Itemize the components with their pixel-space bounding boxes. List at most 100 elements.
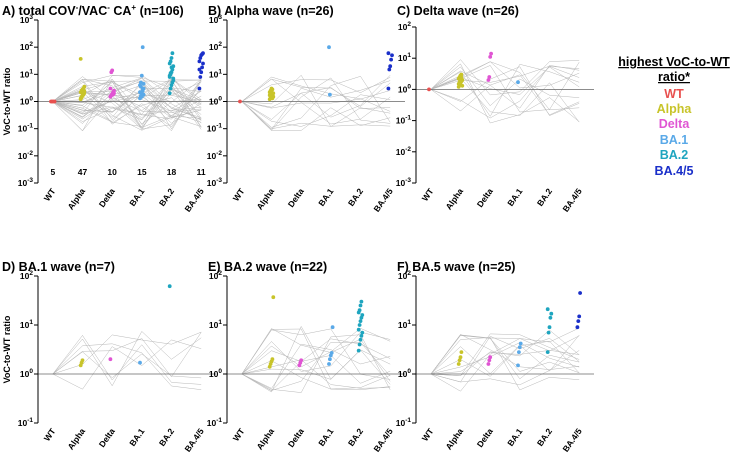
y-axis-label: VoC-to-WT ratio (2, 315, 12, 383)
y-tick-label: 101 (398, 319, 411, 330)
x-tick-label: BA.2 (346, 426, 365, 448)
subject-line (241, 75, 391, 120)
subject-line (430, 350, 580, 375)
subject-line (52, 81, 202, 118)
y-tick-label: 101 (20, 68, 33, 79)
data-point (139, 94, 144, 99)
data-point (168, 71, 173, 76)
data-point (548, 315, 553, 320)
data-point (516, 80, 520, 85)
subject-line (241, 359, 391, 389)
count-label: 11 (197, 167, 206, 177)
data-point (547, 325, 552, 330)
x-tick-label: WT (42, 186, 58, 203)
subject-line (52, 83, 202, 123)
subject-line (241, 349, 391, 385)
panel-title: E) BA.2 wave (n=22) (208, 260, 327, 274)
panel-title: D) BA.1 wave (n=7) (2, 260, 115, 274)
y-tick-label: 100 (398, 83, 411, 94)
data-point (271, 94, 276, 99)
subject-line (52, 90, 202, 120)
y-tick-label: 101 (209, 68, 222, 79)
subject-line (241, 328, 391, 375)
y-tick-label: 103 (209, 14, 222, 25)
data-point (459, 75, 464, 80)
subject-line (52, 87, 202, 127)
chart-panel-5: E) BA.2 wave (n=22)102 101 100 10-1 WT Alpha D… (207, 260, 405, 454)
subject-line (52, 87, 202, 129)
x-tick-label: Alpha (65, 186, 87, 211)
y-tick-label: 10-1 (207, 123, 223, 134)
subject-line (52, 351, 202, 379)
data-point (517, 345, 522, 350)
y-tick-label: 10-3 (207, 177, 223, 188)
x-tick-label: BA.1 (505, 426, 524, 448)
subject-line (241, 76, 391, 112)
data-point (141, 81, 146, 86)
panel-title: F) BA.5 wave (n=25) (397, 260, 515, 274)
y-tick-label: 101 (209, 319, 222, 330)
legend-item-ba2: BA.2 (660, 148, 689, 162)
data-point (360, 313, 365, 317)
data-point (197, 67, 202, 72)
y-tick-label: 10-1 (396, 417, 412, 428)
x-tick-label: Delta (286, 186, 306, 209)
subject-line (241, 90, 391, 109)
y-tick-label: 10-1 (207, 417, 223, 428)
y-tick-label: 10-2 (207, 150, 223, 161)
data-point (201, 61, 205, 66)
y-tick-label: 102 (20, 41, 33, 52)
x-tick-label: Delta (97, 186, 117, 209)
subject-line (241, 78, 391, 107)
x-tick-label: BA.1 (505, 186, 524, 208)
count-label: 10 (107, 167, 117, 177)
data-point (299, 358, 304, 363)
data-point (427, 87, 431, 92)
data-point (358, 319, 363, 323)
x-tick-label: Alpha (254, 186, 276, 211)
subject-line (52, 88, 202, 130)
legend-item-ba1: BA.1 (660, 133, 689, 147)
subject-line (430, 334, 580, 380)
data-point (460, 83, 465, 88)
data-point (82, 84, 87, 89)
data-point (108, 357, 113, 362)
data-point (200, 65, 205, 70)
x-tick-label: BA.2 (346, 186, 365, 208)
count-label: 18 (167, 167, 177, 177)
subject-lines (52, 74, 202, 132)
subject-line (52, 87, 202, 131)
subject-lines (430, 59, 580, 124)
subject-line (430, 342, 580, 375)
subject-line (52, 79, 202, 130)
y-tick-label: 102 (209, 270, 222, 281)
x-tick-label: BA.4/5 (182, 186, 206, 214)
subject-line (241, 334, 391, 393)
subject-line (430, 66, 580, 107)
data-point (578, 291, 582, 295)
data-point (139, 73, 144, 78)
data-point (357, 308, 362, 313)
subject-line (430, 65, 580, 90)
data-point (489, 51, 493, 56)
count-label: 5 (50, 167, 55, 177)
x-tick-label: BA.2 (157, 426, 176, 448)
data-point (390, 53, 394, 58)
subject-line (430, 64, 580, 117)
y-tick-label: 10-2 (18, 150, 34, 161)
data-point (169, 56, 174, 60)
data-point (389, 57, 393, 62)
x-tick-label: Alpha (254, 426, 276, 451)
subject-line (430, 327, 580, 375)
data-point (358, 303, 363, 308)
subject-line (52, 339, 202, 390)
x-tick-label: BA.4/5 (182, 426, 206, 454)
subject-line (430, 66, 580, 119)
x-tick-label: BA.2 (157, 186, 176, 208)
data-point (78, 57, 83, 61)
subject-line (241, 331, 391, 375)
data-point (168, 59, 173, 64)
subject-line (430, 70, 580, 116)
y-tick-label: 103 (20, 14, 33, 25)
